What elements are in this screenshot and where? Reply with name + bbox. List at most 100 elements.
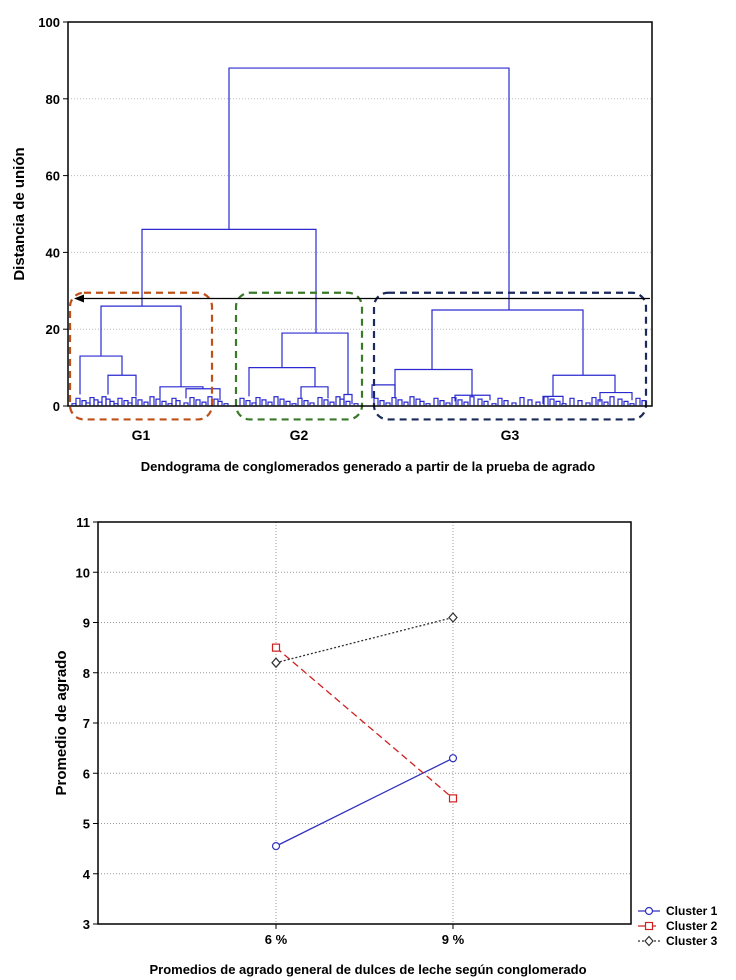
leaf-link <box>503 400 509 406</box>
leaf-link <box>425 403 431 406</box>
series-cluster-1 <box>271 754 458 851</box>
leaf-link <box>433 397 439 406</box>
series-cluster-3 <box>271 612 458 669</box>
x-tick-label: 6 % <box>265 932 288 947</box>
dendrogram-link <box>159 386 204 399</box>
leaf-link <box>469 396 475 406</box>
series-cluster-2 <box>271 643 458 803</box>
leaf-link <box>303 400 309 406</box>
leaf-link <box>519 396 525 406</box>
square-marker-icon <box>644 921 654 931</box>
link-G2 <box>281 332 349 395</box>
leaf-link <box>535 401 541 406</box>
dendrogram-link <box>343 393 353 405</box>
legend-label: Cluster 3 <box>666 934 718 948</box>
group-box-g2 <box>234 291 364 421</box>
dendrogram-group-boxes <box>68 291 648 421</box>
leaf-link <box>117 397 123 406</box>
leaf-link <box>273 396 279 406</box>
dendrogram-group-labels: G1 G2 G3 <box>132 427 520 443</box>
leaf-link <box>439 400 445 406</box>
line-gridlines <box>98 522 631 924</box>
leaf-link <box>491 403 497 406</box>
dendrogram-link <box>552 374 616 397</box>
data-point <box>448 754 458 763</box>
leaf-link <box>279 398 285 406</box>
leaf-link <box>527 399 533 406</box>
leaf-link <box>457 399 463 406</box>
dendrogram-link <box>371 384 396 399</box>
leaf-link <box>409 396 415 406</box>
dendrogram-link <box>185 388 221 401</box>
leaf-link <box>591 396 597 406</box>
x-tick-label: 9 % <box>442 932 465 947</box>
line-series-group <box>271 612 458 851</box>
leaf-link <box>597 399 603 406</box>
legend-label: Cluster 2 <box>666 919 718 933</box>
line-chart: 3 4 5 6 7 8 9 10 11 6 % 9 % Promedio de agrado Cl… <box>53 515 718 977</box>
leaf-link <box>511 402 517 406</box>
leaf-link <box>195 399 201 406</box>
line-y-axis-label: Promedio de agrado <box>53 650 70 795</box>
leaf-link <box>291 403 297 406</box>
leaf-link <box>635 397 641 406</box>
leaf-link <box>217 400 223 406</box>
leaf-link <box>497 397 503 406</box>
dendrogram-chart: 0 20 40 60 80 100 Distancia de unión G1 G2 G3 D… <box>11 15 653 474</box>
legend-item: Cluster 1 <box>638 904 718 918</box>
y-tick-label: 60 <box>46 169 60 184</box>
y-tick-label: 80 <box>46 92 60 107</box>
y-tick-label: 7 <box>83 716 90 731</box>
leaf-link <box>543 396 549 406</box>
line-caption: Promedios de agrado general de dulces de… <box>149 962 586 977</box>
data-point <box>271 842 281 851</box>
legend-label: Cluster 1 <box>666 904 718 918</box>
arrow-head-icon <box>74 294 84 303</box>
group-box-g3 <box>372 291 648 421</box>
y-tick-label: 10 <box>76 565 90 580</box>
link-G1 <box>100 305 182 387</box>
y-tick-label: 4 <box>83 867 91 882</box>
leaf-link <box>267 401 273 406</box>
leaf-link <box>131 396 137 406</box>
leaf-link <box>403 401 409 406</box>
leaf-link <box>463 401 469 406</box>
leaf-link <box>483 400 489 406</box>
leaf-link <box>317 396 323 406</box>
leaf-link <box>137 399 143 406</box>
leaf-link <box>451 396 457 406</box>
leaf-link <box>379 400 385 406</box>
leaf-link <box>339 398 345 406</box>
leaf-link <box>617 398 623 406</box>
leaf-link <box>623 400 629 406</box>
dendrogram-link <box>599 391 633 403</box>
y-tick-label: 20 <box>46 322 60 337</box>
leaf-link <box>285 400 291 406</box>
dendrogram-caption: Dendograma de conglomerados generado a p… <box>141 459 595 474</box>
leaf-link <box>577 400 583 406</box>
leaf-link <box>309 402 315 406</box>
legend-item: Cluster 3 <box>638 934 718 948</box>
leaf-link <box>477 398 483 406</box>
leaf-link <box>329 401 335 406</box>
y-tick-label: 3 <box>83 917 90 932</box>
leaf-link <box>245 400 251 406</box>
dendrogram-link <box>542 395 564 405</box>
y-tick-label: 5 <box>83 817 90 832</box>
leaf-link <box>239 397 245 406</box>
leaf-link <box>143 401 149 406</box>
leaf-link <box>149 396 155 406</box>
series-line <box>275 757 454 847</box>
group-box-g1 <box>68 291 214 421</box>
dendrogram-link <box>248 367 316 397</box>
leaf-link <box>75 397 81 406</box>
y-tick-label: 40 <box>46 245 60 260</box>
group-label: G1 <box>132 427 151 443</box>
leaf-link <box>175 400 181 406</box>
data-point <box>448 794 458 803</box>
leaf-link <box>183 402 189 406</box>
leaf-link <box>297 397 303 406</box>
legend-item: Cluster 2 <box>638 919 718 933</box>
